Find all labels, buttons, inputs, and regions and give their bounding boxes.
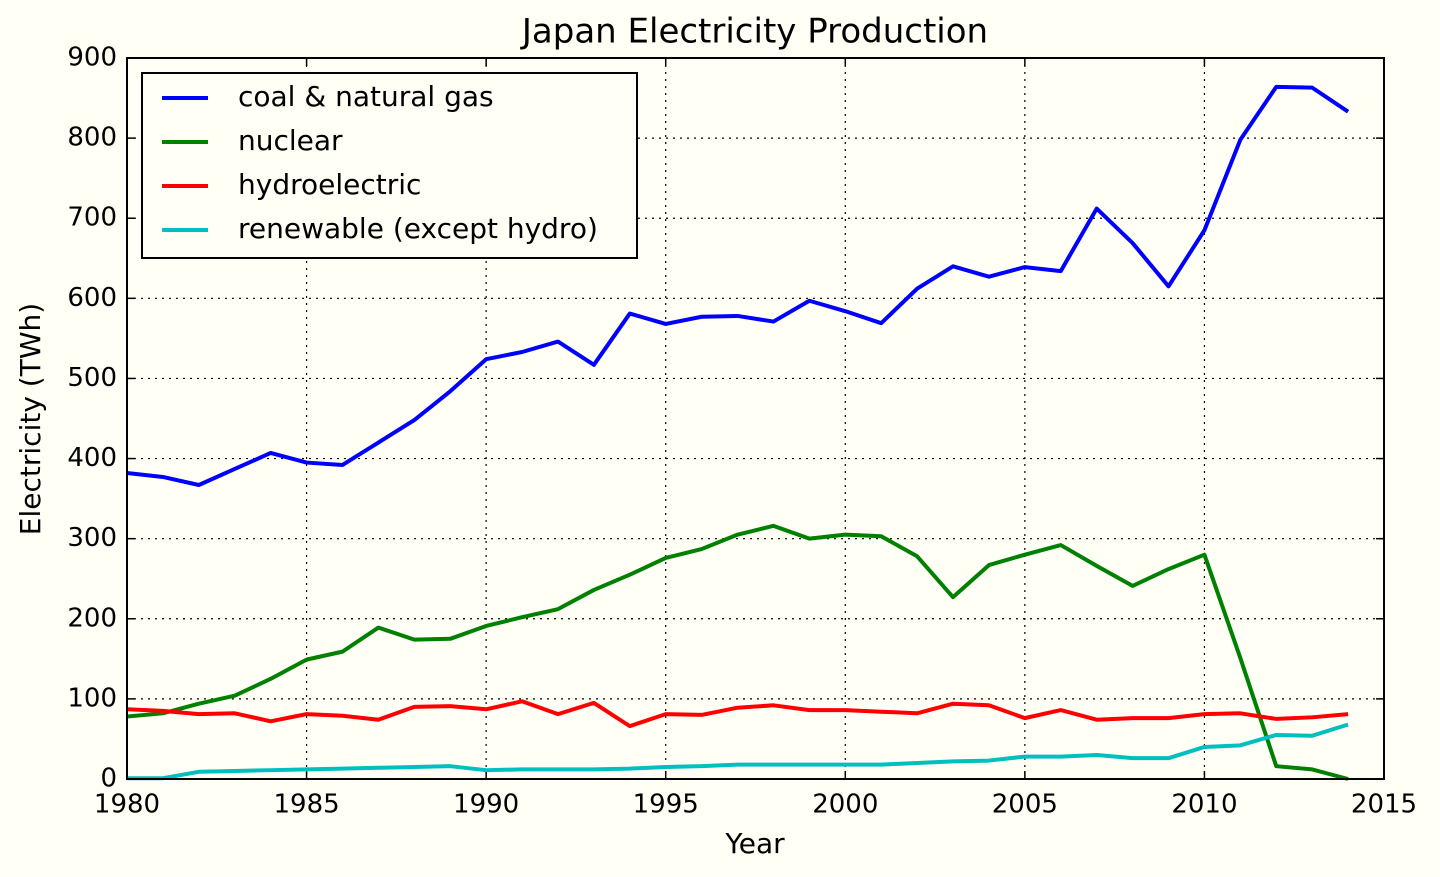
x-tick-label: 1980 (94, 790, 160, 820)
x-tick-label: 1985 (273, 790, 339, 820)
legend-box (141, 72, 638, 259)
y-tick-label: 200 (67, 603, 117, 633)
x-tick-label: 2005 (992, 790, 1058, 820)
y-tick-label: 500 (67, 363, 117, 393)
line (127, 722, 1349, 781)
x-tick-label: 2015 (1351, 790, 1417, 820)
y-tick-label: 800 (67, 123, 117, 153)
y-tick-label: 700 (67, 203, 117, 233)
chart-title: Japan Electricity Production (520, 12, 988, 52)
x-tick-label: 2000 (812, 790, 878, 820)
x-tick-label: 2010 (1171, 790, 1237, 820)
y-tick-label: 600 (67, 283, 117, 313)
line (126, 523, 1349, 781)
legend-label: renewable (except hydro) (238, 212, 598, 245)
y-tick-label: 900 (67, 43, 117, 73)
legend-label: hydroelectric (238, 168, 421, 201)
plot-frame (126, 57, 1385, 780)
y-axis-label: Electricity (TWh) (14, 303, 47, 535)
legend-label: nuclear (238, 124, 343, 157)
y-tick-label: 400 (67, 443, 117, 473)
line (126, 699, 1349, 729)
y-tick-label: 0 (100, 764, 117, 794)
x-tick-label: 1990 (453, 790, 519, 820)
y-tick-label: 300 (67, 523, 117, 553)
x-tick-label: 1995 (633, 790, 699, 820)
x-axis-label: Year (724, 827, 785, 860)
y-tick-label: 100 (67, 683, 117, 713)
legend-label: coal & natural gas (238, 80, 494, 113)
line (126, 84, 1350, 487)
